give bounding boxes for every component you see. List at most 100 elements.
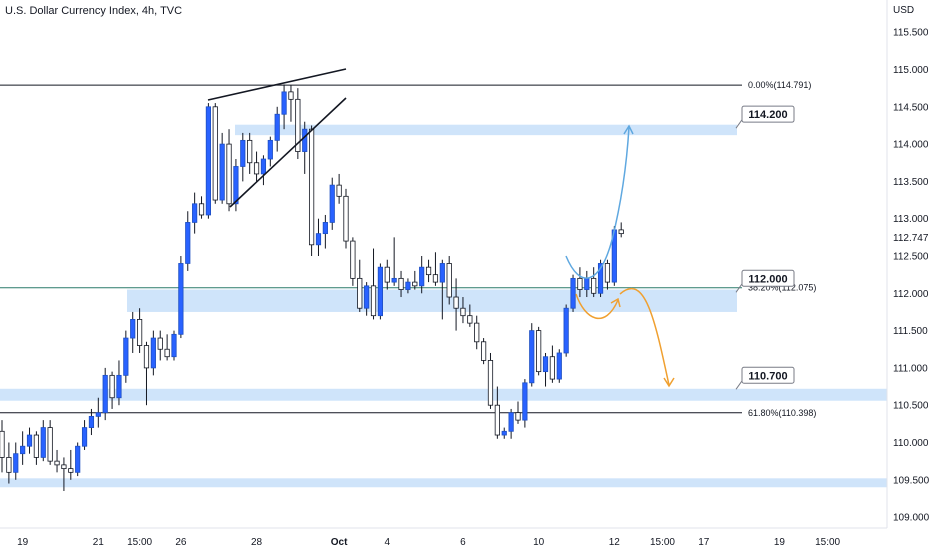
bearish-projection-path-2 — [619, 287, 670, 386]
candle-body — [95, 412, 101, 417]
candle-body — [460, 307, 466, 317]
candle-body — [240, 139, 246, 167]
chart-title: U.S. Dollar Currency Index, 4h, TVC — [5, 5, 183, 17]
candle-body — [515, 412, 521, 421]
x-tick-label: 17 — [698, 537, 710, 548]
candle-body — [61, 464, 67, 470]
candle-body — [253, 162, 260, 175]
candle-body — [474, 322, 480, 343]
candle-body — [267, 139, 273, 160]
candle-body — [556, 352, 562, 380]
candle-body — [233, 166, 239, 205]
candle-body — [47, 427, 53, 462]
candle-body — [618, 229, 624, 235]
price-axis: USD 109.000 109.500 110.000 110.500 111.000 1… — [886, 0, 930, 528]
x-tick-label: 26 — [175, 537, 187, 548]
sr-zone — [235, 124, 737, 136]
y-tick-label: 111.000 — [893, 363, 928, 374]
candle-body — [570, 277, 576, 309]
x-tick-label: 21 — [93, 537, 105, 548]
candle-body — [412, 281, 418, 287]
callout-box — [741, 366, 795, 384]
callout-label: 112.000 — [748, 273, 787, 285]
candle-body — [577, 277, 583, 290]
candle-body — [157, 337, 163, 350]
candle-body — [508, 412, 514, 432]
x-tick-label: 19 — [774, 537, 786, 548]
fib-level-label: 0.00%(114.791) — [748, 80, 811, 90]
candle-body — [467, 315, 473, 324]
candle-body — [88, 415, 95, 428]
bearish-arrow-head-1 — [610, 297, 621, 308]
candle-body — [343, 195, 349, 242]
candle-body — [136, 319, 143, 346]
x-tick-label: 28 — [251, 537, 263, 548]
y-tick-label: 114.500 — [893, 102, 929, 113]
x-tick-label: 15:00 — [815, 537, 840, 548]
candle-body — [377, 266, 384, 317]
candle-body — [439, 263, 445, 283]
candle-body — [123, 337, 129, 376]
candle-body — [205, 106, 211, 216]
x-tick-label: 6 — [460, 537, 466, 548]
sr-zone — [127, 289, 737, 312]
candles-layer — [0, 84, 624, 491]
candle-body — [322, 222, 328, 235]
fib-level-label: 61.80%(110.398) — [748, 408, 816, 418]
y-tick-label: 115.500 — [893, 28, 929, 39]
candle-body — [453, 296, 459, 309]
candle-body — [604, 263, 611, 283]
x-tick-label: 19 — [17, 537, 29, 548]
candle-body — [274, 113, 280, 141]
y-tick-label: 115.000 — [893, 65, 929, 76]
candle-body — [102, 374, 108, 414]
y-tick-label: 112.000 — [893, 289, 929, 300]
bullish-projection-arrow — [565, 126, 630, 279]
candle-body — [329, 184, 335, 223]
candle-body — [40, 427, 46, 458]
y-tick-label: 112.500 — [893, 252, 929, 263]
candle-body — [54, 460, 60, 466]
time-axis: 19 21 15:00 26 28 Oct 4 6 10 12 15:00 17 19 15:00 — [0, 527, 887, 548]
candle-body — [597, 263, 604, 294]
candle-body — [536, 330, 542, 373]
candle-body — [370, 285, 377, 317]
y-tick-label: 113.000 — [893, 214, 929, 225]
candle-body — [336, 184, 342, 197]
current-price-label: 112.747 — [893, 233, 929, 244]
candle-body — [109, 374, 115, 399]
wedge-lower-trendline — [229, 97, 347, 208]
candle-body — [81, 427, 88, 447]
candle-body — [295, 98, 301, 152]
sr-zone — [0, 388, 887, 401]
candle-body — [487, 360, 494, 406]
candle-body — [584, 277, 590, 290]
candle-body — [425, 266, 432, 276]
candle-body — [143, 345, 150, 369]
candle-body — [0, 430, 5, 458]
candle-body — [171, 333, 177, 358]
candle-body — [494, 404, 500, 436]
candle-body — [549, 356, 556, 380]
x-tick-label: 15:00 — [650, 537, 675, 548]
bearish-arrow-head-2 — [663, 377, 675, 388]
candle-body — [130, 319, 136, 339]
x-tick-label: Oct — [331, 537, 348, 548]
candle-body — [260, 158, 267, 175]
candle-body — [398, 277, 404, 290]
x-tick-label: 4 — [384, 537, 390, 548]
candle-body — [315, 233, 322, 246]
candle-body — [529, 330, 535, 384]
candle-body — [212, 106, 218, 201]
candle-body — [419, 266, 425, 287]
candle-body — [226, 143, 232, 205]
y-tick-label: 110.000 — [893, 438, 929, 449]
drawings-layer — [207, 68, 675, 388]
y-tick-label: 111.500 — [893, 326, 928, 337]
candle-body — [591, 277, 597, 294]
candle-body — [198, 203, 205, 216]
bearish-projection-path-1 — [575, 293, 619, 320]
candle-body — [75, 445, 81, 473]
y-tick-label: 114.000 — [893, 140, 929, 151]
